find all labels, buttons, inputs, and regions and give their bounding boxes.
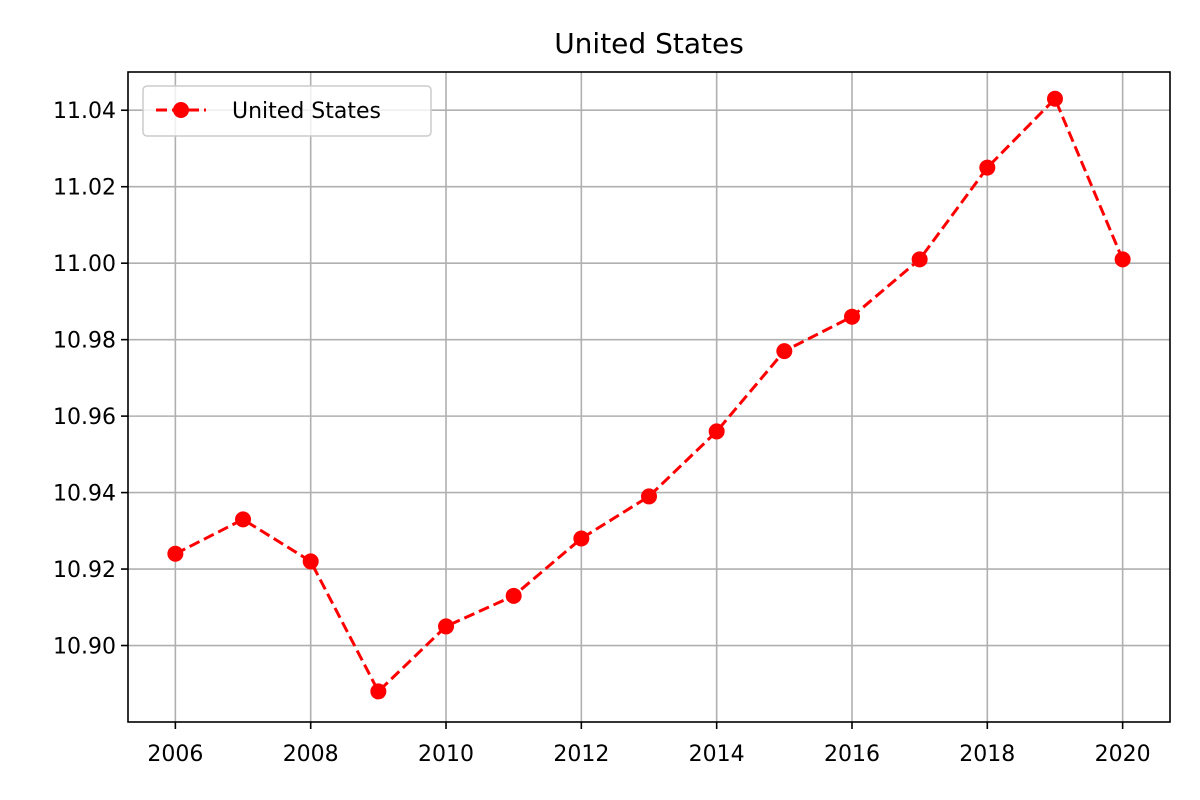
data-point bbox=[505, 587, 522, 604]
x-tick-label: 2008 bbox=[283, 742, 339, 767]
legend-box bbox=[142, 85, 432, 137]
data-point bbox=[302, 553, 319, 570]
y-tick-label: 10.92 bbox=[53, 558, 116, 583]
data-point bbox=[776, 343, 793, 360]
data-point bbox=[708, 423, 725, 440]
data-point bbox=[843, 308, 860, 325]
data-point bbox=[1114, 251, 1131, 268]
data-point bbox=[573, 530, 590, 547]
x-tick-label: 2012 bbox=[553, 742, 609, 767]
data-point bbox=[370, 683, 387, 700]
data-point bbox=[641, 488, 657, 505]
y-axis-ticks: 10.90 10.92 10.94 10.96 10.98 11.00 11.02 11.04 bbox=[53, 99, 128, 660]
x-tick-label: 2014 bbox=[689, 742, 745, 767]
y-tick-label: 10.98 bbox=[53, 329, 116, 354]
chart-title: United States bbox=[554, 27, 744, 60]
y-tick-label: 10.94 bbox=[53, 482, 116, 507]
data-point bbox=[235, 511, 252, 528]
y-tick-label: 11.04 bbox=[53, 99, 116, 124]
y-tick-label: 10.90 bbox=[53, 635, 116, 660]
y-tick-label: 11.02 bbox=[53, 176, 116, 201]
x-tick-label: 2010 bbox=[418, 742, 474, 767]
x-tick-label: 2020 bbox=[1095, 742, 1151, 767]
data-point bbox=[167, 545, 184, 562]
plot-frame bbox=[127, 71, 1171, 723]
x-tick-label: 2018 bbox=[959, 742, 1015, 767]
data-point bbox=[911, 251, 928, 268]
y-tick-label: 11.00 bbox=[53, 252, 116, 277]
data-point bbox=[979, 159, 996, 176]
legend-marker bbox=[173, 102, 189, 118]
data-point bbox=[438, 618, 455, 635]
x-axis-ticks: 2006 2008 2010 2012 2014 2016 2018 2020 bbox=[147, 722, 1151, 767]
series-layer bbox=[167, 90, 1131, 700]
data-point bbox=[1046, 90, 1063, 107]
legend: United States bbox=[142, 85, 432, 137]
x-tick-label: 2016 bbox=[824, 742, 880, 767]
x-tick-label: 2006 bbox=[147, 742, 203, 767]
series-line bbox=[174, 97, 1124, 693]
y-tick-label: 10.96 bbox=[53, 405, 116, 430]
legend-label: United States bbox=[232, 99, 381, 124]
